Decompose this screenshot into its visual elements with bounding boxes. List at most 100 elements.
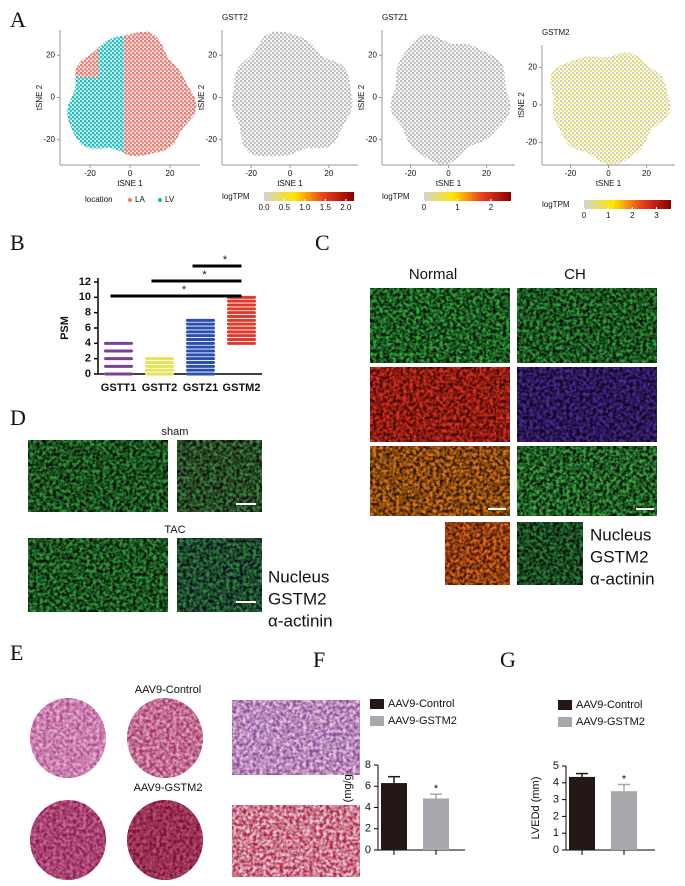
row-label: AAV9-Control (135, 684, 201, 696)
colorbar-tick-label: 0 (422, 203, 427, 212)
x-tick-label: -20 (565, 169, 577, 178)
cell-cloud (390, 34, 511, 165)
y-tick-label: 0 (213, 93, 218, 102)
y-axis-label: tSNE 2 (197, 84, 206, 110)
significance-star: * (622, 773, 627, 785)
image-texture (28, 440, 168, 512)
y-tick-label: 20 (368, 50, 377, 59)
y-tick-label: -20 (525, 138, 537, 147)
image-texture (370, 367, 510, 442)
stain-legend: α-actinin (590, 569, 655, 588)
legend-swatch (370, 716, 384, 726)
legend-label: AAV9-GSTM2 (388, 715, 457, 727)
colorbar-title: logTPM (382, 192, 410, 201)
legend-label: AAV9-GSTM2 (576, 716, 645, 728)
y-tick-label: 10 (79, 291, 91, 303)
y-axis-label: LVEDd (mm) (530, 777, 542, 840)
y-axis-label: tSNE 2 (357, 84, 366, 110)
significance-star: * (223, 254, 228, 266)
legend-label: AAV9-Control (388, 698, 454, 710)
y-tick-label: 0 (533, 100, 538, 109)
x-axis-label: tSNE 1 (436, 179, 462, 188)
colorbar-tick-label: 2 (630, 211, 635, 220)
x-tick-label: -20 (245, 169, 257, 178)
y-axis-label: tSNE 2 (35, 84, 44, 110)
stain-legend: α-actinin (268, 611, 333, 630)
colorbar-tick-label: 0.0 (258, 203, 270, 212)
image-texture (517, 446, 657, 516)
image-texture (177, 538, 262, 612)
image-texture (445, 522, 510, 585)
x-tick-label: GSTM2 (223, 382, 261, 394)
x-tick-label: 20 (642, 169, 651, 178)
panel-label: A (10, 7, 26, 32)
x-tick-label: 0 (128, 169, 133, 178)
panel-label: B (10, 230, 25, 255)
x-axis-label: tSNE 1 (117, 179, 143, 188)
significance-star: * (182, 284, 187, 296)
bar (381, 783, 407, 850)
cell-cloud (232, 31, 353, 157)
x-tick-label: -20 (84, 169, 96, 178)
image-texture (232, 700, 360, 775)
x-tick-label: 0 (606, 169, 611, 178)
x-tick-label: 0 (288, 169, 293, 178)
image-texture (517, 522, 583, 585)
significance-star: * (434, 783, 439, 795)
colorbar-tick-label: 0.5 (279, 203, 291, 212)
colorbar-tick-label: 1.0 (299, 203, 311, 212)
column-label: CH (564, 266, 586, 283)
y-tick-label: 3 (553, 794, 559, 806)
legend-swatch (558, 717, 572, 727)
x-axis-label: tSNE 1 (596, 179, 622, 188)
bar (569, 776, 595, 850)
heart-texture (30, 698, 106, 778)
image-texture (370, 446, 510, 516)
y-tick-label: 0 (51, 93, 56, 102)
legend-swatch (558, 700, 572, 710)
y-axis-label: PSM (59, 316, 71, 340)
heart-texture (127, 800, 203, 880)
colorbar-tick-label: 2.0 (340, 203, 352, 212)
colorbar-title: logTPM (542, 200, 570, 209)
panel-label: C (315, 230, 330, 255)
plot-title: GSTM2 (542, 28, 570, 37)
legend-label: LA (135, 195, 145, 204)
significance-star: * (202, 269, 207, 281)
x-tick-label: GSTZ1 (183, 382, 218, 394)
legend-title: location (85, 195, 113, 204)
image-texture (517, 288, 657, 363)
y-tick-label: 4 (85, 337, 92, 349)
x-tick-label: 0 (446, 169, 451, 178)
x-tick-label: -20 (405, 169, 417, 178)
x-axis-label: tSNE 1 (277, 179, 303, 188)
y-tick-label: 5 (553, 760, 559, 772)
image-texture (370, 288, 510, 363)
legend-label: LV (165, 195, 175, 204)
colorbar (424, 192, 511, 201)
stain-legend: GSTM2 (590, 547, 649, 566)
y-tick-label: 6 (85, 322, 91, 334)
plot-title: GSTT2 (222, 13, 248, 22)
y-tick-label: -20 (43, 135, 55, 144)
x-tick-label: 20 (324, 169, 333, 178)
stain-legend: Nucleus (590, 525, 651, 544)
x-tick-label: 20 (482, 169, 491, 178)
y-tick-label: 0 (85, 368, 91, 380)
colorbar (584, 200, 671, 209)
y-tick-label: 0 (553, 844, 559, 856)
panel-label: F (313, 647, 325, 672)
row-label: TAC (164, 524, 185, 536)
y-tick-label: 2 (553, 810, 559, 822)
y-tick-label: 1 (553, 827, 559, 839)
colorbar-title: logTPM (222, 192, 250, 201)
y-tick-label: 20 (208, 50, 217, 59)
y-axis-label: tSNE 2 (517, 92, 526, 118)
x-tick-label: GSTT2 (142, 382, 177, 394)
y-tick-label: 2 (85, 353, 91, 365)
column-label: Normal (409, 266, 457, 283)
x-tick-label: 20 (166, 169, 175, 178)
y-tick-label: 4 (365, 801, 371, 813)
image-texture (517, 367, 657, 442)
